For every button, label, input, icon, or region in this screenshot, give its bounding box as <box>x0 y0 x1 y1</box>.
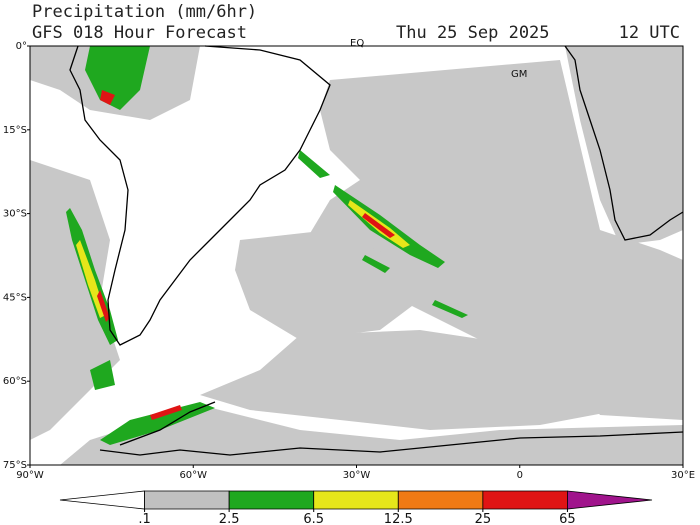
rain-light <box>60 405 683 465</box>
rain-light <box>205 46 683 420</box>
place-label: GM <box>511 69 527 80</box>
colorbar-segment <box>482 490 568 510</box>
colorbar-segment <box>397 490 484 510</box>
colorbar-segment <box>144 490 230 510</box>
axis-labels: 0° 15°S 30°S 45°S 60°S 75°S90°W 60°W 30°W 0 30°E <box>3 41 695 481</box>
colorbar-segment <box>567 490 653 510</box>
lon-label: 30°W <box>343 470 371 481</box>
lat-label: 75°S <box>3 460 27 471</box>
subtitle: GFS 018 Hour Forecast <box>32 23 247 43</box>
coastline <box>564 45 684 241</box>
colorbar-label: .1 <box>138 512 150 525</box>
colorbar-segment <box>228 490 315 510</box>
colorbar-label: 65 <box>559 512 576 525</box>
colorbar-label: 25 <box>475 512 492 525</box>
date: Thu 25 Sep 2025 <box>396 23 550 43</box>
rain-band <box>333 185 445 268</box>
rain-light <box>235 230 420 340</box>
rain-band <box>362 213 395 238</box>
coastline <box>69 45 331 346</box>
lat-label: 30°S <box>3 209 27 220</box>
colorbar-label: 12.5 <box>384 512 413 525</box>
rain-band <box>85 46 468 445</box>
colorbar-segment <box>313 490 399 510</box>
colorbar-segment <box>59 490 145 510</box>
title: Precipitation (mm/6hr) <box>32 2 257 22</box>
lon-label: 30°E <box>671 470 695 481</box>
rain-light <box>200 330 620 430</box>
lon-label: 0 <box>517 470 523 481</box>
colorbar-label: 6.5 <box>303 512 324 525</box>
colorbar-label: 2.5 <box>219 512 240 525</box>
colorbar: .1 2.5 6.5 12.5 25 65 <box>59 490 653 525</box>
coastline <box>99 401 684 456</box>
lon-label: 90°W <box>16 470 44 481</box>
map-area: EQ GM <box>29 38 684 466</box>
time: 12 UTC <box>619 23 680 43</box>
lat-label: 0° <box>16 41 27 52</box>
lat-label: 60°S <box>3 376 27 387</box>
lon-label: 60°W <box>179 470 207 481</box>
lat-label: 15°S <box>3 125 27 136</box>
place-label: EQ <box>350 38 364 49</box>
rain-band <box>97 290 110 322</box>
lat-label: 45°S <box>3 292 27 303</box>
